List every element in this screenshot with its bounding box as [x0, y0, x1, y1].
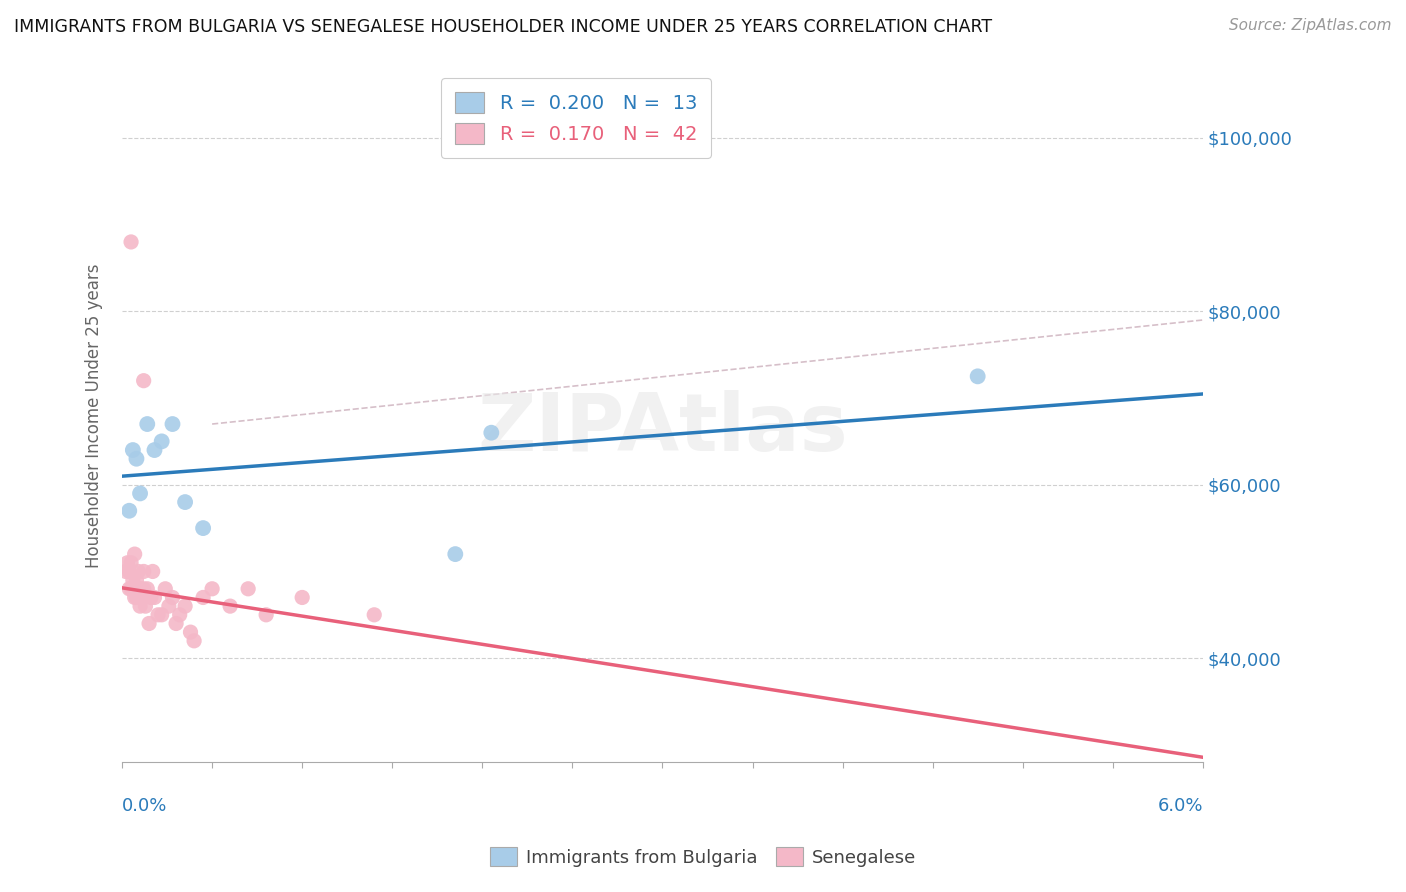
Text: IMMIGRANTS FROM BULGARIA VS SENEGALESE HOUSEHOLDER INCOME UNDER 25 YEARS CORRELA: IMMIGRANTS FROM BULGARIA VS SENEGALESE H… — [14, 18, 993, 36]
Point — [254, 607, 277, 622]
Point — [124, 591, 146, 605]
Y-axis label: Householder Income Under 25 years: Householder Income Under 25 years — [86, 263, 103, 567]
Point — [150, 607, 173, 622]
Point — [191, 521, 214, 535]
Point — [363, 607, 385, 622]
Point — [129, 486, 152, 500]
Legend: Immigrants from Bulgaria, Senegalese: Immigrants from Bulgaria, Senegalese — [482, 840, 924, 874]
Point — [236, 582, 259, 596]
Point — [129, 599, 152, 614]
Point — [162, 591, 184, 605]
Point — [134, 599, 156, 614]
Point — [121, 573, 143, 587]
Point — [120, 556, 142, 570]
Point — [120, 235, 142, 249]
Point — [127, 565, 149, 579]
Point — [131, 591, 153, 605]
Point — [150, 434, 173, 449]
Point — [136, 582, 159, 596]
Point — [138, 616, 160, 631]
Point — [201, 582, 224, 596]
Point — [125, 573, 148, 587]
Point — [124, 547, 146, 561]
Point — [132, 374, 155, 388]
Point — [291, 591, 314, 605]
Point — [114, 565, 136, 579]
Point — [143, 591, 166, 605]
Point — [444, 547, 467, 561]
Point — [117, 556, 139, 570]
Point — [146, 607, 169, 622]
Point — [174, 599, 197, 614]
Text: 0.0%: 0.0% — [122, 797, 167, 815]
Point — [157, 599, 180, 614]
Point — [169, 607, 191, 622]
Point — [136, 417, 159, 431]
Point — [162, 417, 184, 431]
Point — [219, 599, 242, 614]
Point — [165, 616, 187, 631]
Point — [118, 582, 141, 596]
Text: 6.0%: 6.0% — [1157, 797, 1204, 815]
Point — [966, 369, 988, 384]
Point — [479, 425, 502, 440]
Point — [125, 591, 148, 605]
Point — [120, 582, 142, 596]
Point — [143, 443, 166, 458]
Point — [121, 443, 143, 458]
Point — [132, 582, 155, 596]
Text: Source: ZipAtlas.com: Source: ZipAtlas.com — [1229, 18, 1392, 33]
Point — [174, 495, 197, 509]
Point — [118, 565, 141, 579]
Point — [129, 582, 152, 596]
Point — [191, 591, 214, 605]
Point — [179, 625, 201, 640]
Point — [139, 591, 162, 605]
Point — [183, 633, 205, 648]
Point — [118, 504, 141, 518]
Point — [142, 565, 165, 579]
Point — [155, 582, 177, 596]
Legend: R =  0.200   N =  13, R =  0.170   N =  42: R = 0.200 N = 13, R = 0.170 N = 42 — [441, 78, 710, 158]
Point — [132, 565, 155, 579]
Point — [125, 451, 148, 466]
Text: ZIPAtlas: ZIPAtlas — [477, 390, 848, 468]
